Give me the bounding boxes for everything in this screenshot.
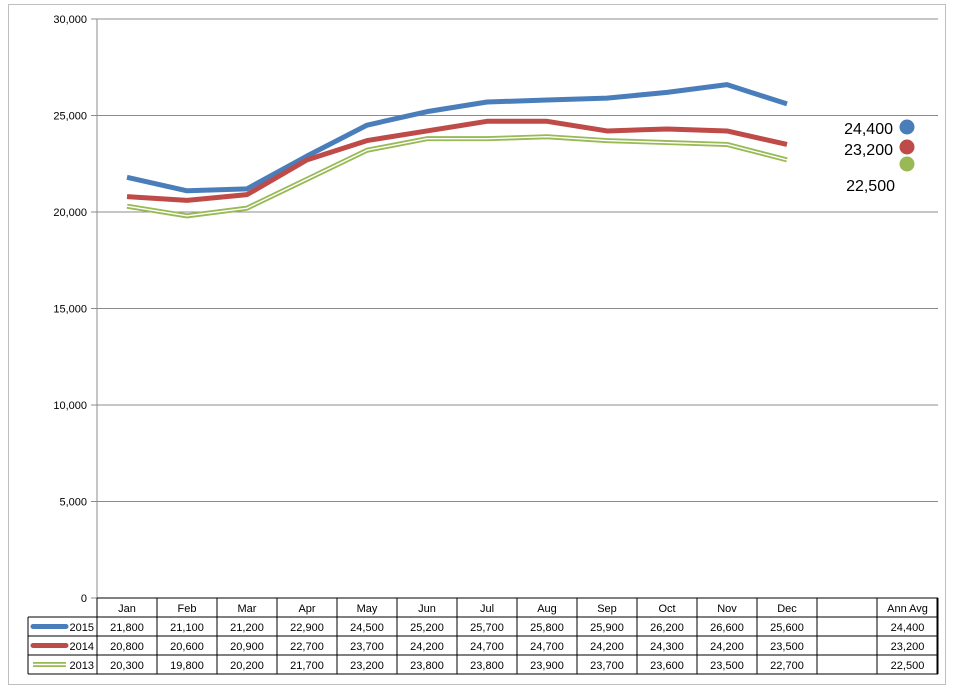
y-tick-label: 30,000 xyxy=(53,14,87,26)
data-label: 19,800 xyxy=(170,660,204,672)
data-label: 23,500 xyxy=(770,641,804,653)
data-label: 26,600 xyxy=(710,622,744,634)
data-label: 23,200 xyxy=(350,660,384,672)
data-label: 23,700 xyxy=(350,641,384,653)
avg-value-2015: 24,400 xyxy=(891,622,925,634)
data-label: 22,700 xyxy=(770,660,804,672)
y-tick-label: 5,000 xyxy=(59,497,87,509)
average-label-2015: 24,400 xyxy=(844,121,893,138)
data-label: 25,700 xyxy=(470,622,504,634)
y-tick-label: 0 xyxy=(81,593,87,605)
avg-header: Ann Avg xyxy=(887,603,928,615)
data-label: 24,200 xyxy=(410,641,444,653)
series-lines xyxy=(126,82,788,219)
data-label: 20,600 xyxy=(170,641,204,653)
series-line-2013 xyxy=(126,134,788,219)
category-label: Feb xyxy=(178,603,197,615)
average-label-2014: 23,200 xyxy=(844,142,893,159)
category-label: May xyxy=(357,603,378,615)
average-marker-2014 xyxy=(899,139,915,155)
y-tick-label: 10,000 xyxy=(53,400,87,412)
data-label: 20,800 xyxy=(110,641,144,653)
data-label: 20,900 xyxy=(230,641,264,653)
data-label: 24,700 xyxy=(470,641,504,653)
data-label: 21,800 xyxy=(110,622,144,634)
gridlines xyxy=(97,18,938,502)
series-name-2015: 2015 xyxy=(70,622,94,634)
data-label: 22,700 xyxy=(290,641,324,653)
y-axis: 0 5,000 10,000 15,000 20,000 25,000 30,000 xyxy=(53,14,98,605)
data-label: 23,700 xyxy=(590,660,624,672)
category-label: Jun xyxy=(418,603,436,615)
category-label: Aug xyxy=(537,603,557,615)
data-label: 25,800 xyxy=(530,622,564,634)
average-markers: 24,400 23,200 22,500 xyxy=(844,119,915,195)
average-label-2013: 22,500 xyxy=(846,178,895,195)
series-name-2013: 2013 xyxy=(70,660,94,672)
data-table: Jan Feb Mar Apr May Jun Jul Aug Sep Oct Nov Dec Ann … xyxy=(27,597,939,675)
data-label: 24,700 xyxy=(530,641,564,653)
data-label: 24,500 xyxy=(350,622,384,634)
data-label: 23,600 xyxy=(650,660,684,672)
data-label: 25,900 xyxy=(590,622,624,634)
category-label: Apr xyxy=(298,603,315,615)
data-label: 23,800 xyxy=(470,660,504,672)
category-label: Oct xyxy=(658,603,675,615)
y-tick-label: 20,000 xyxy=(53,207,87,219)
category-label: Mar xyxy=(238,603,257,615)
y-tick-label: 15,000 xyxy=(53,304,87,316)
data-label: 26,200 xyxy=(650,622,684,634)
category-label: Sep xyxy=(597,603,617,615)
category-label: Nov xyxy=(717,603,737,615)
data-label: 20,300 xyxy=(110,660,144,672)
average-marker-2015 xyxy=(899,119,915,135)
category-label: Dec xyxy=(777,603,797,615)
avg-value-2013: 22,500 xyxy=(891,660,925,672)
data-label: 24,200 xyxy=(590,641,624,653)
y-tick-label: 25,000 xyxy=(53,111,87,123)
data-label: 23,900 xyxy=(530,660,564,672)
data-label: 21,200 xyxy=(230,622,264,634)
data-label: 21,700 xyxy=(290,660,324,672)
data-label: 23,500 xyxy=(710,660,744,672)
series-line-2014 xyxy=(126,118,788,203)
data-label: 24,300 xyxy=(650,641,684,653)
data-label: 22,900 xyxy=(290,622,324,634)
data-label: 24,200 xyxy=(710,641,744,653)
data-label: 25,200 xyxy=(410,622,444,634)
data-label: 23,800 xyxy=(410,660,444,672)
series-name-2014: 2014 xyxy=(70,641,94,653)
series-line-2015 xyxy=(126,82,788,194)
avg-value-2014: 23,200 xyxy=(891,641,925,653)
category-label: Jul xyxy=(480,603,494,615)
data-label: 21,100 xyxy=(170,622,204,634)
data-label: 25,600 xyxy=(770,622,804,634)
chart-frame xyxy=(8,4,946,685)
data-label: 20,200 xyxy=(230,660,264,672)
category-label: Jan xyxy=(118,603,136,615)
series-line-2013-inner xyxy=(126,136,788,217)
average-marker-2013 xyxy=(899,156,915,172)
